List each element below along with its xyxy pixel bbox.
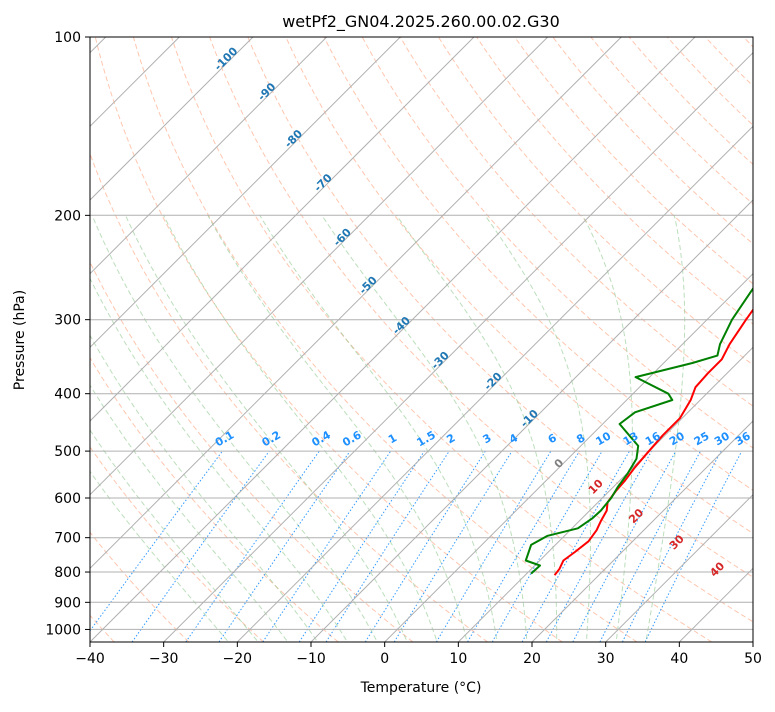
y-tick-label: 400 bbox=[54, 387, 81, 403]
x-tick-label: −10 bbox=[296, 651, 326, 667]
x-tick-label: −30 bbox=[149, 651, 179, 667]
y-tick-label: 100 bbox=[54, 30, 81, 46]
y-tick-label: 900 bbox=[54, 595, 81, 611]
x-axis-label: Temperature (°C) bbox=[360, 680, 482, 696]
x-tick-label: −40 bbox=[75, 651, 105, 667]
y-tick-label: 1000 bbox=[45, 622, 81, 638]
y-axis-label: Pressure (hPa) bbox=[12, 290, 28, 390]
y-tick-label: 500 bbox=[54, 444, 81, 460]
y-tick-label: 300 bbox=[54, 313, 81, 329]
x-tick-label: 20 bbox=[523, 651, 541, 667]
x-tick-label: 50 bbox=[744, 651, 762, 667]
x-tick-label: 0 bbox=[380, 651, 389, 667]
y-tick-label: 200 bbox=[54, 208, 81, 224]
chart-title: wetPf2_GN04.2025.260.00.02.G30 bbox=[282, 12, 560, 32]
x-tick-label: −20 bbox=[223, 651, 253, 667]
y-tick-label: 600 bbox=[54, 491, 81, 507]
x-tick-label: 30 bbox=[597, 651, 615, 667]
y-tick-label: 800 bbox=[54, 565, 81, 581]
x-tick-label: 40 bbox=[670, 651, 688, 667]
x-tick-label: 10 bbox=[449, 651, 467, 667]
y-tick-label: 700 bbox=[54, 531, 81, 547]
